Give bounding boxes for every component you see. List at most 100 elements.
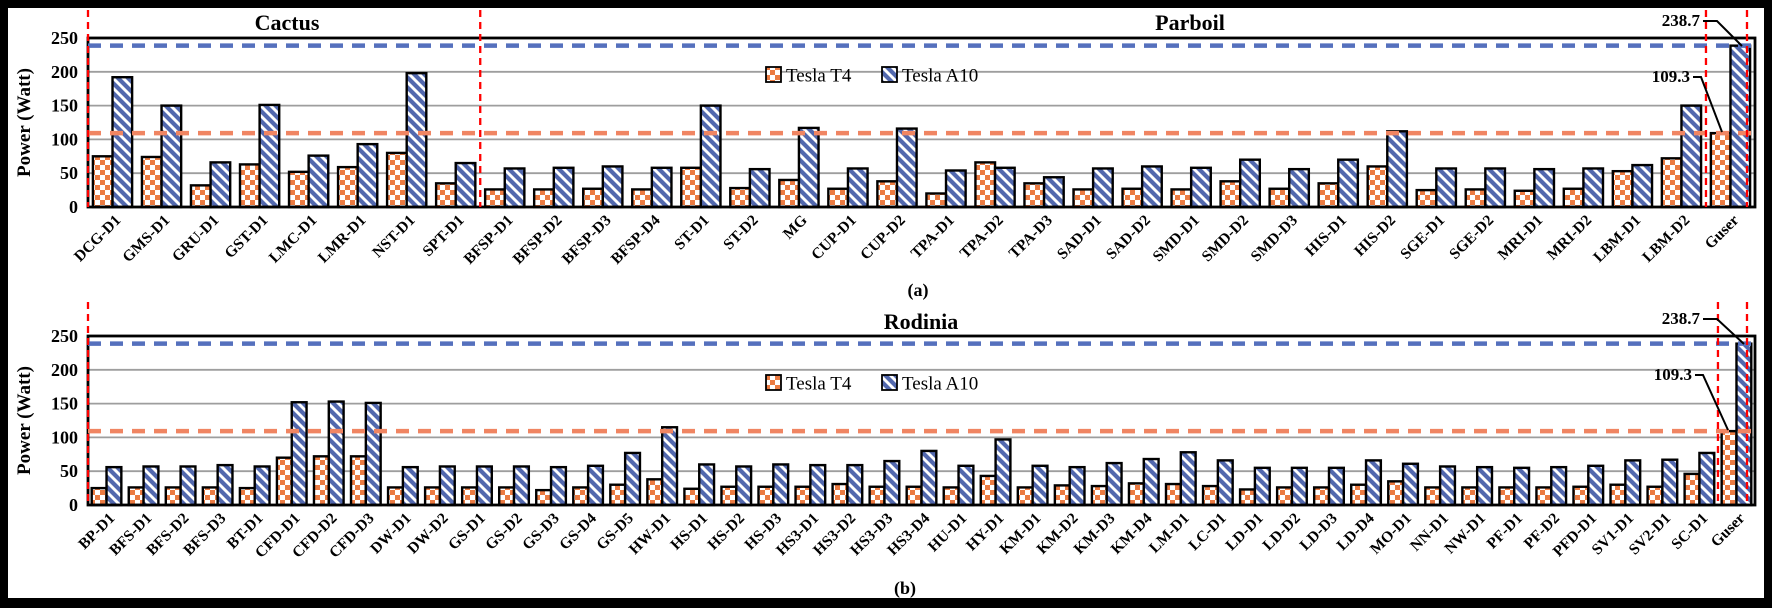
bar-tesla-t4 xyxy=(1609,483,1627,507)
bar-tesla-a10 xyxy=(920,449,938,507)
bar-tesla-t4 xyxy=(1053,484,1071,507)
bar-tesla-t4 xyxy=(1683,472,1701,507)
bar-tesla-a10 xyxy=(735,465,753,507)
bar-tesla-t4 xyxy=(1238,488,1257,507)
bar-tesla-a10 xyxy=(142,465,160,507)
bar-tesla-a10 xyxy=(1386,130,1409,209)
bar-tesla-t4 xyxy=(1268,187,1291,209)
bar-tesla-t4 xyxy=(497,486,516,507)
plot-frame xyxy=(86,334,1757,507)
max-annotation-t4: 109.3 xyxy=(1654,365,1692,384)
legend: Tesla T4 Tesla A10 xyxy=(765,66,978,87)
bar-tesla-t4 xyxy=(91,155,114,209)
bar-tesla-a10 xyxy=(895,127,918,209)
bar-tesla-a10 xyxy=(1179,451,1197,507)
y-tick-label: 100 xyxy=(51,427,78,447)
bar-tesla-a10 xyxy=(327,400,345,507)
bar-tesla-t4 xyxy=(1513,189,1536,209)
bar-tesla-a10 xyxy=(586,464,605,507)
legend-label-t4: Tesla T4 xyxy=(786,66,852,87)
legend-marker-t4 xyxy=(765,66,782,83)
bar-tesla-t4 xyxy=(729,186,752,209)
bar-tesla-t4 xyxy=(1350,483,1368,507)
bar-tesla-a10 xyxy=(1337,158,1360,209)
bar-tesla-t4 xyxy=(189,184,212,209)
annotation-pointer-line xyxy=(1703,20,1743,47)
bar-tesla-t4 xyxy=(905,485,923,507)
bar-tesla-t4 xyxy=(385,151,408,209)
bar-tesla-a10 xyxy=(1031,464,1049,507)
bar-tesla-t4 xyxy=(1646,485,1664,507)
annotation-pointer-line xyxy=(1693,76,1723,133)
bar-tesla-a10 xyxy=(1624,459,1642,507)
bar-tesla-a10 xyxy=(111,76,134,209)
legend-marker-a10 xyxy=(881,374,898,391)
bar-tesla-a10 xyxy=(1550,465,1568,507)
bar-tesla-t4 xyxy=(287,170,310,209)
bar-tesla-t4 xyxy=(876,180,899,209)
figure-background xyxy=(8,8,1764,598)
y-tick-label: 200 xyxy=(51,360,78,380)
bar-tesla-a10 xyxy=(1513,466,1531,507)
bar-tesla-a10 xyxy=(253,465,271,507)
suite-title: Cactus xyxy=(255,10,320,35)
y-tick-label: 0 xyxy=(69,197,78,217)
bar-tesla-t4 xyxy=(683,487,701,507)
bar-tesla-t4 xyxy=(238,486,256,507)
bar-tesla-t4 xyxy=(942,486,960,507)
y-axis-label: Power (Watt) xyxy=(14,366,35,475)
bar-tesla-t4 xyxy=(140,155,163,209)
bar-tesla-a10 xyxy=(401,465,419,507)
bar-tesla-t4 xyxy=(1127,482,1145,507)
bar-tesla-a10 xyxy=(1327,466,1346,507)
bar-tesla-a10 xyxy=(209,161,232,209)
bar-tesla-a10 xyxy=(356,142,379,209)
bar-tesla-a10 xyxy=(216,463,234,507)
bar-tesla-t4 xyxy=(1572,485,1590,507)
bar-tesla-t4 xyxy=(1164,482,1183,507)
bar-tesla-a10 xyxy=(1587,464,1605,507)
bar-tesla-t4 xyxy=(535,488,553,507)
y-tick-label: 0 xyxy=(69,495,78,515)
bar-tesla-t4 xyxy=(386,486,405,507)
bar-tesla-a10 xyxy=(179,465,197,507)
max-annotation-a10: 238.7 xyxy=(1662,309,1701,328)
bar-tesla-a10 xyxy=(1288,167,1311,209)
bar-tesla-t4 xyxy=(925,192,948,209)
bar-tesla-a10 xyxy=(475,465,493,507)
bar-tesla-t4 xyxy=(532,188,555,209)
bar-tesla-a10 xyxy=(1631,163,1654,209)
bar-tesla-a10 xyxy=(1189,166,1212,209)
bar-tesla-a10 xyxy=(809,463,827,507)
bar-tesla-a10 xyxy=(1216,459,1234,507)
bar-tesla-a10 xyxy=(772,463,790,507)
bar-tesla-a10 xyxy=(650,166,673,209)
bar-tesla-t4 xyxy=(572,486,590,507)
bar-tesla-a10 xyxy=(1238,158,1262,209)
bar-tesla-a10 xyxy=(1484,167,1507,209)
y-tick-label: 100 xyxy=(51,129,78,149)
bar-tesla-t4 xyxy=(778,178,801,209)
bar-tesla-t4 xyxy=(1387,480,1405,507)
bar-tesla-t4 xyxy=(201,486,219,507)
bar-tesla-a10 xyxy=(748,167,771,209)
bar-tesla-t4 xyxy=(90,486,108,507)
bar-tesla-a10 xyxy=(944,169,967,209)
bar-tesla-t4 xyxy=(1312,486,1331,507)
bar-tesla-a10 xyxy=(601,165,624,209)
suite-title: Rodinia xyxy=(884,309,959,334)
bar-tesla-t4 xyxy=(609,483,627,507)
bar-tesla-a10 xyxy=(549,465,568,507)
max-annotation-t4: 109.3 xyxy=(1652,67,1690,86)
series-tesla-a10 xyxy=(105,342,1753,507)
bar-tesla-t4 xyxy=(1219,180,1242,209)
y-tick-label: 250 xyxy=(51,28,78,48)
bar-tesla-a10 xyxy=(1582,167,1605,209)
bar-tesla-a10 xyxy=(883,459,901,507)
bar-tesla-a10 xyxy=(846,463,864,507)
bar-tesla-t4 xyxy=(1461,486,1479,507)
bar-tesla-t4 xyxy=(349,455,368,507)
bar-tesla-t4 xyxy=(312,455,330,507)
bar-tesla-t4 xyxy=(631,188,654,209)
